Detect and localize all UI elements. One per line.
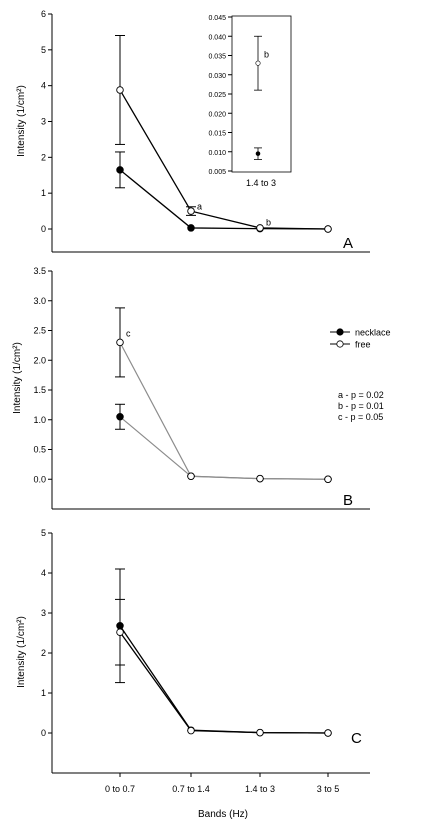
data-point-free	[187, 207, 195, 215]
panel-c-x-ticks: 0 to 0.7 0.7 to 1.4 1.4 to 3 3 to 5	[105, 773, 339, 794]
data-point-necklace	[116, 622, 124, 630]
panel-b-plot-area: c	[115, 307, 332, 484]
legend: necklace free	[330, 328, 391, 350]
y-tick-label: 2.5	[33, 326, 46, 336]
legend-marker-necklace	[336, 328, 344, 336]
y-tick-label: 0.0	[33, 474, 46, 484]
panel-c-y-axis-title: Intensity (1/cm²)	[16, 616, 27, 688]
y-tick-label: 5	[41, 528, 46, 538]
annotation-c: c	[126, 328, 131, 338]
data-point-necklace	[116, 413, 124, 421]
y-tick-label: 0	[41, 224, 46, 234]
panel-a-y-ticks: 0 1 2 3 4 5 6	[41, 9, 52, 234]
data-point-free	[116, 86, 124, 94]
inset-frame	[231, 15, 292, 173]
x-tick-label: 3 to 5	[317, 784, 340, 794]
y-tick-label: 4	[41, 81, 46, 91]
legend-marker-free	[336, 340, 344, 348]
y-tick-label: 3.5	[33, 266, 46, 276]
inset-plot-area: b	[254, 35, 269, 160]
panel-c-y-ticks: 0 1 2 3 4 5	[41, 528, 52, 738]
series-line-free	[119, 631, 329, 734]
y-tick-label: 0.005	[208, 169, 226, 176]
panel-c-letter: C	[351, 730, 362, 747]
y-tick-label: 0.015	[208, 131, 226, 138]
data-point-free	[324, 729, 332, 737]
y-tick-label: 2.0	[33, 355, 46, 365]
data-point-free	[187, 726, 195, 735]
y-tick-label: 5	[41, 45, 46, 55]
inset-point-necklace	[255, 151, 261, 156]
y-tick-label: 0.020	[208, 111, 226, 118]
data-point-free	[324, 475, 332, 484]
x-tick-label: 0.7 to 1.4	[172, 784, 210, 794]
significance-notes: a - p = 0.02 b - p = 0.01 c - p = 0.05	[338, 390, 384, 422]
y-tick-label: 6	[41, 9, 46, 19]
data-point-free	[116, 628, 124, 636]
inset-y-ticks: 0.005 0.010 0.015 0.020 0.025 0.030 0.035 0.040…	[208, 15, 232, 176]
data-point-free	[256, 224, 264, 232]
y-tick-label: 2	[41, 648, 46, 658]
panel-a-letter: A	[343, 235, 353, 252]
y-tick-label: 3	[41, 608, 46, 618]
legend-entry-free: free	[330, 340, 371, 350]
y-tick-label: 2	[41, 152, 46, 162]
panel-a-y-axis-title: Intensity (1/cm²)	[16, 85, 27, 157]
y-tick-label: 3.0	[33, 296, 46, 306]
data-point-necklace	[187, 224, 195, 232]
x-tick-label: 0 to 0.7	[105, 784, 135, 794]
x-axis-title: Bands (Hz)	[198, 809, 248, 820]
y-tick-label: 0.040	[208, 34, 226, 41]
note-a: a - p = 0.02	[338, 390, 384, 400]
x-tick-label: 1.4 to 3	[245, 784, 275, 794]
y-tick-label: 1	[41, 188, 46, 198]
y-tick-label: 0.025	[208, 92, 226, 99]
panel-a-plot-area: ab	[115, 35, 332, 233]
inset-x-tick-label: 1.4 to 3	[246, 178, 276, 188]
data-point-free	[256, 474, 264, 483]
panel-b-letter: B	[343, 492, 353, 509]
y-tick-label: 4	[41, 568, 46, 578]
note-c: c - p = 0.05	[338, 412, 383, 422]
y-tick-label: 0.030	[208, 73, 226, 80]
inset-annotation-b: b	[264, 49, 269, 59]
y-tick-label: 1	[41, 688, 46, 698]
annotation-b: b	[266, 217, 271, 227]
y-tick-label: 0.035	[208, 54, 226, 61]
y-tick-label: 1.0	[33, 415, 46, 425]
legend-label-free: free	[355, 340, 371, 350]
legend-label-necklace: necklace	[355, 328, 391, 338]
y-tick-label: 0.010	[208, 150, 226, 157]
panel-b-y-ticks: 0.0 0.5 1.0 1.5 2.0 2.5 3.0 3.5	[33, 266, 52, 484]
data-point-free	[256, 728, 264, 737]
panel-b-y-axis-title: Intensity (1/cm²)	[12, 342, 23, 414]
data-point-free	[187, 472, 195, 481]
data-point-necklace	[116, 166, 124, 174]
panel-b: 0.0 0.5 1.0 1.5 2.0 2.5 3.0 3.5 Intensity (1/cm…	[12, 266, 391, 510]
panel-c-plot-area	[115, 568, 332, 737]
y-tick-label: 0.045	[208, 15, 226, 22]
data-point-free	[116, 338, 124, 347]
note-b: b - p = 0.01	[338, 401, 384, 411]
series-line-free	[119, 89, 329, 230]
y-tick-label: 0	[41, 728, 46, 738]
series-line-free	[119, 342, 329, 480]
legend-entry-necklace: necklace	[330, 328, 391, 338]
y-tick-label: 0.5	[33, 445, 46, 455]
panel-a-inset: 0.005 0.010 0.015 0.020 0.025 0.030 0.035 0.040…	[208, 15, 292, 188]
y-tick-label: 3	[41, 117, 46, 127]
annotation-a: a	[197, 201, 202, 211]
data-point-free	[324, 225, 332, 233]
inset-point-free	[255, 60, 261, 66]
y-tick-label: 1.5	[33, 385, 46, 395]
